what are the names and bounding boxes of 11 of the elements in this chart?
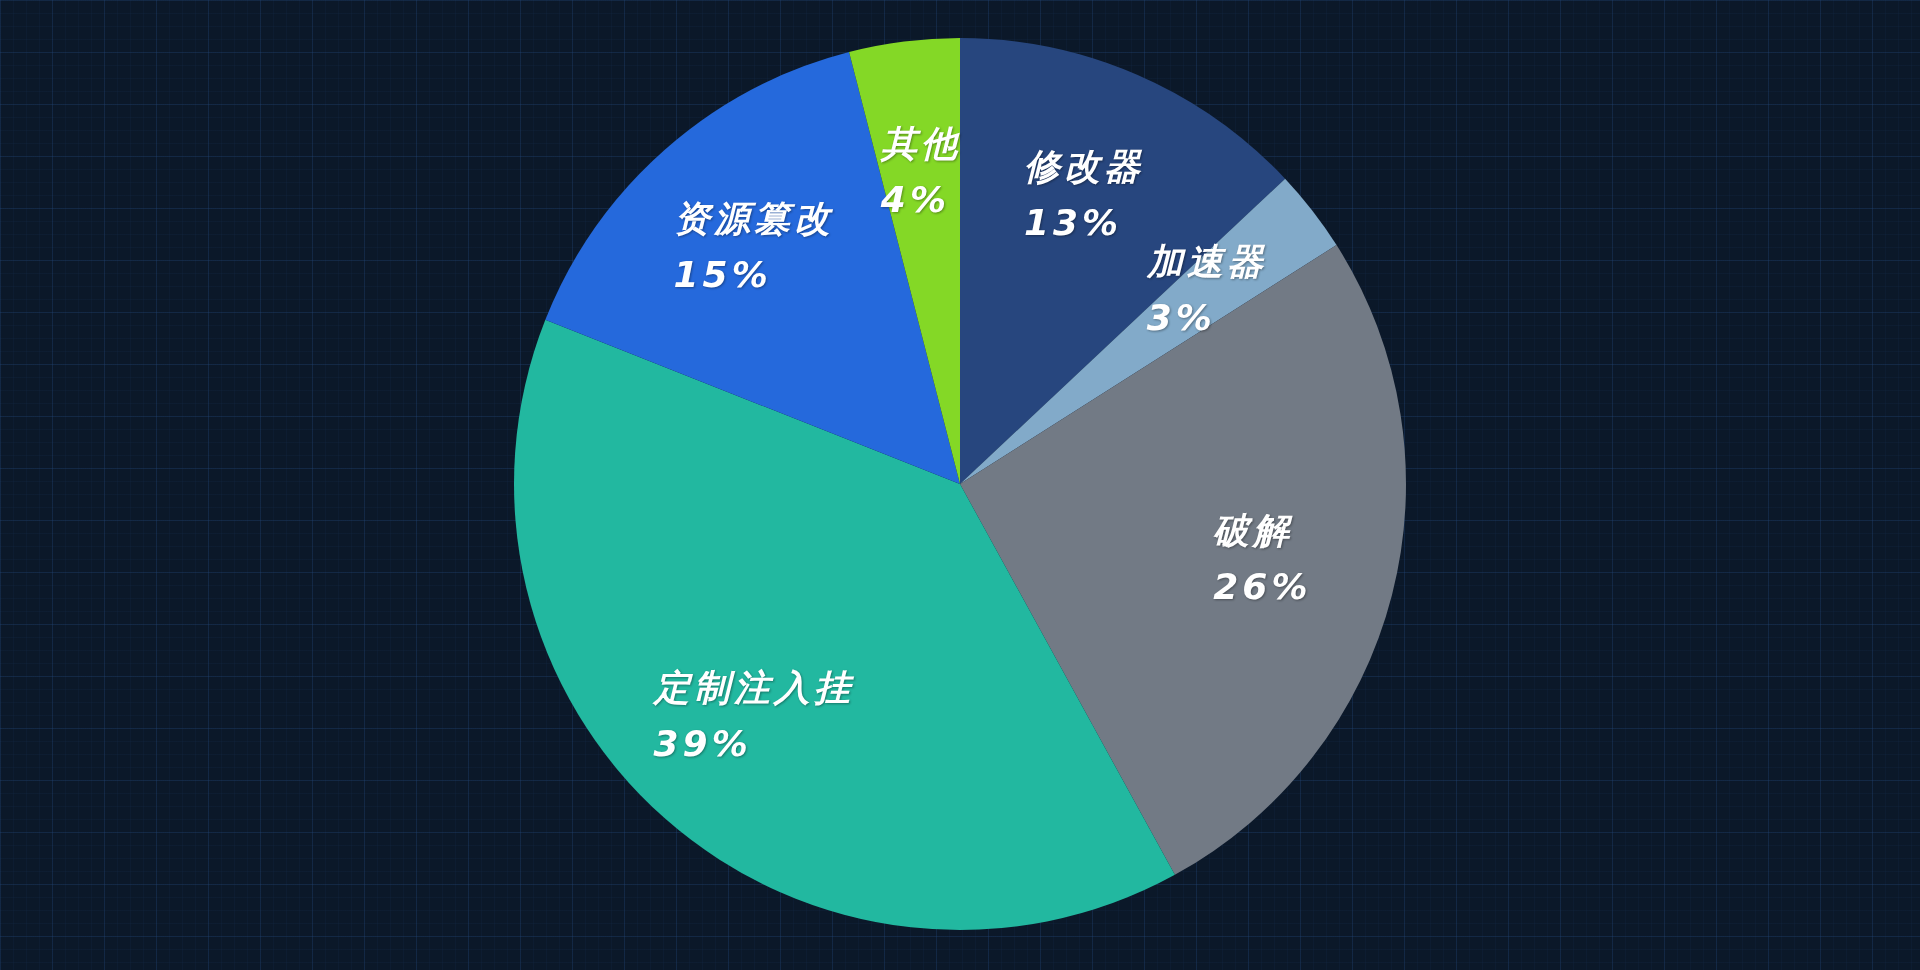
slice-label: 加速器: [1145, 241, 1267, 283]
slice-label: 定制注入挂: [651, 666, 855, 708]
data-label: 26%: [1213, 566, 1312, 607]
slice-label: 其他: [879, 122, 961, 164]
data-label: 39%: [653, 722, 752, 764]
slice-label: 修改器: [1023, 145, 1144, 187]
data-label: 13%: [1023, 201, 1123, 243]
slice-label: 破解: [1213, 510, 1294, 551]
data-label: 15%: [673, 254, 772, 296]
slice-label: 资源篡改: [673, 198, 834, 240]
data-label: 3%: [1146, 297, 1216, 339]
